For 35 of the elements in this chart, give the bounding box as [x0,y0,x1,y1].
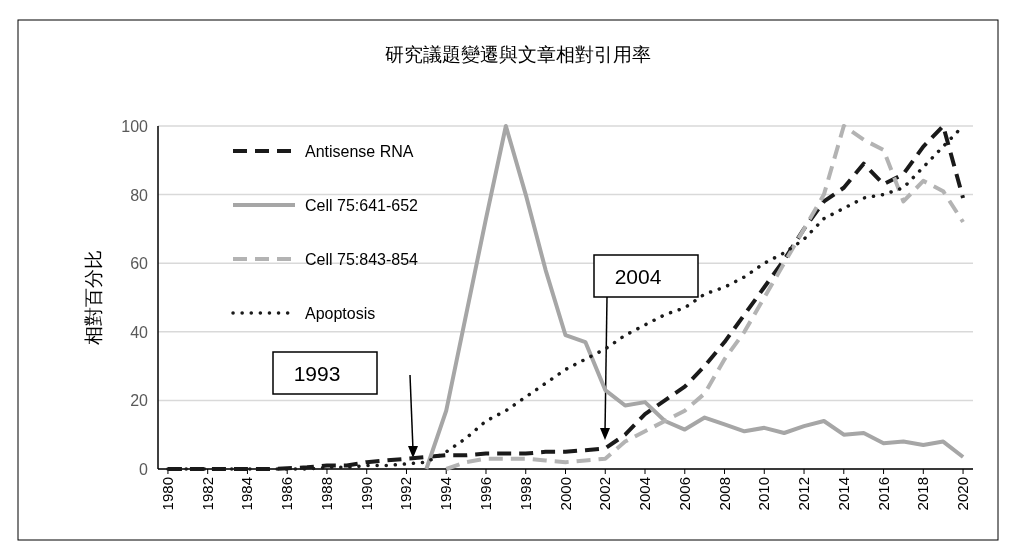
y-tick-label: 60 [130,255,149,273]
y-tick-label: 100 [121,118,149,135]
legend-label: Cell 75:641-652 [305,197,419,214]
x-tick-label: 1994 [437,477,455,511]
y-axis-title: 相對百分比 [82,250,104,345]
x-tick-label: 2000 [556,477,574,511]
x-tick-label: 2014 [834,477,852,511]
chart-title: 研究議題變遷與文章相對引用率 [385,43,651,65]
y-tick-label: 80 [130,186,149,204]
annotation: 1993 [293,362,341,385]
x-tick-label: 1986 [278,477,296,511]
y-tick-label: 40 [130,323,149,341]
x-tick-label: 1980 [158,477,176,511]
x-tick-label: 2012 [795,477,813,511]
x-tick-label: 1998 [516,477,534,511]
y-tick-label: 0 [139,461,149,478]
x-tick-label: 2004 [636,477,654,511]
x-tick-label: 2006 [675,477,693,511]
x-tick-label: 2002 [596,477,614,511]
x-tick-label: 2018 [914,477,932,511]
legend-label: Apoptosis [305,305,376,322]
x-tick-label: 1990 [357,477,375,511]
x-tick-label: 1992 [397,477,415,511]
y-tick-label: 20 [130,392,149,410]
x-tick-label: 1984 [238,477,256,511]
annotation: 2004 [614,265,662,288]
x-tick-label: 2016 [874,477,892,511]
legend-label: Cell 75:843-854 [305,251,419,268]
x-tick-label: 1996 [476,477,494,511]
x-tick-label: 1982 [198,477,216,511]
x-tick-label: 1988 [317,477,335,511]
x-tick-label: 2008 [715,477,733,511]
x-tick-label: 2010 [755,477,773,511]
x-tick-label: 2020 [954,477,972,511]
legend-label: Antisense RNA [305,143,414,160]
